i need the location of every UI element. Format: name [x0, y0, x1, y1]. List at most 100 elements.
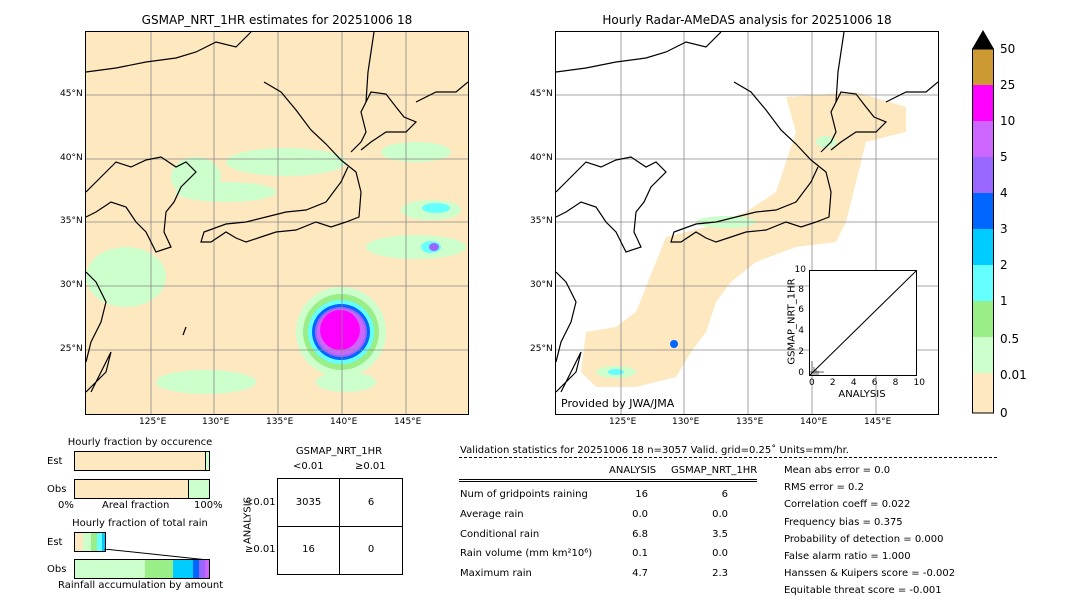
- occurrence-row-est: Est: [47, 456, 63, 467]
- scatter-xtick: 2: [829, 378, 836, 388]
- validation-row-a: 6.8: [632, 529, 648, 540]
- scatter-ytick: 0: [798, 368, 804, 378]
- provider-credit: Provided by JWA/JMA: [561, 397, 675, 410]
- colorbar-label: 0: [1000, 406, 1008, 420]
- validation-row-g: 2.3: [712, 568, 728, 579]
- left-lon-125: 125°E: [139, 417, 167, 427]
- right-lon-140: 140°E: [800, 417, 828, 427]
- contingency-col-label: <0.01: [293, 461, 324, 472]
- validation-row-label: Average rain: [460, 509, 524, 520]
- colorbar-label: 25: [1000, 78, 1016, 92]
- score-line: Probability of detection = 0.000: [784, 533, 944, 545]
- right-lon-125: 125°E: [609, 417, 637, 427]
- validation-row-g: 0.0: [712, 509, 728, 520]
- scatter-xticks: 0 2 4 6 8 10: [809, 378, 925, 388]
- validation-row-a: 0.0: [632, 509, 648, 520]
- left-lat-40: 40°N: [60, 153, 83, 163]
- validation-scores: Mean abs error = 0.0 RMS error = 0.2 Cor…: [784, 462, 955, 600]
- occurrence-title: Hourly fraction by occurence: [67, 437, 213, 448]
- contingency-cell: 3035: [295, 497, 322, 508]
- score-line: Hanssen & Kuipers score = -0.002: [784, 568, 956, 580]
- total-bar-est: [74, 532, 106, 552]
- occurrence-axis-mid: Areal fraction: [102, 500, 170, 511]
- occurrence-axis-right: 100%: [194, 500, 223, 511]
- right-coastlines: [556, 32, 938, 393]
- scatter-xtick: 8: [892, 378, 899, 388]
- right-rain-patches: [596, 136, 836, 378]
- scatter-xtick: 6: [871, 378, 878, 388]
- colorbar-label: 50: [1000, 42, 1016, 56]
- right-map-title: Hourly Radar-AMeDAS analysis for 2025100…: [602, 13, 892, 27]
- score-line: Mean abs error = 0.0: [784, 465, 891, 476]
- left-lat-45: 45°N: [60, 89, 83, 99]
- score-line: Frequency bias = 0.375: [784, 516, 903, 528]
- validation-col-analysis: ANALYSIS: [609, 465, 657, 476]
- diagonal-line: [809, 270, 917, 376]
- right-lon-135: 135°E: [736, 417, 764, 427]
- scatter-xtick: 0: [809, 378, 815, 388]
- right-lon-130: 130°E: [672, 417, 700, 427]
- right-lat-40: 40°N: [530, 153, 553, 163]
- left-lon-140: 140°E: [330, 417, 358, 427]
- total-row-est: Est: [47, 537, 63, 548]
- validation-header: Validation statistics for 20251006 18 n=…: [460, 445, 849, 456]
- validation-row-a: 4.7: [632, 568, 648, 579]
- validation-row-label: Maximum rain: [460, 568, 532, 579]
- left-lat-30: 30°N: [60, 280, 83, 290]
- left-lon-130: 130°E: [202, 417, 230, 427]
- scatter-inset: [809, 270, 917, 376]
- colorbar-svg: [972, 30, 994, 414]
- validation-row-label: Rain volume (mm km²10⁶): [460, 548, 593, 559]
- total-bar-obs: [74, 559, 210, 579]
- score-line: Equitable threat score = -0.001: [784, 585, 942, 597]
- scatter-svg: [809, 270, 917, 376]
- validation-row-a: 0.1: [632, 548, 648, 559]
- contingency-cell: 6: [367, 497, 375, 508]
- scatter-ytick: 4: [798, 326, 804, 336]
- colorbar-label: 0.01: [1000, 368, 1027, 382]
- scatter-ytick: 2: [798, 347, 804, 357]
- colorbar-label: 1: [1000, 294, 1008, 308]
- colorbar-label: 5: [1000, 150, 1008, 164]
- colorbar-label: 4: [1000, 186, 1008, 200]
- scatter-ylabel: GSMAP_NRT_1HR: [786, 278, 798, 365]
- validation-row-label: Num of gridpoints raining: [460, 489, 588, 500]
- occurrence-bar-obs: [74, 479, 210, 499]
- total-footer: Rainfall accumulation by amount: [58, 580, 224, 591]
- left-lat-25: 25°N: [60, 344, 83, 354]
- colorbar-label: 10: [1000, 114, 1016, 128]
- score-line: False alarm ratio = 1.000: [784, 551, 911, 563]
- total-title: Hourly fraction of total rain: [72, 518, 208, 529]
- validation-col-gsmap: GSMAP_NRT_1HR: [671, 465, 758, 476]
- left-grid: [86, 32, 468, 414]
- total-connector: [103, 549, 209, 561]
- score-line: RMS error = 0.2: [784, 482, 864, 494]
- left-rain-patches: [86, 142, 466, 394]
- left-map: [85, 31, 469, 415]
- occurrence-axis-left: 0%: [58, 500, 74, 511]
- colorbar-label: 3: [1000, 222, 1008, 236]
- left-lat-35: 35°N: [60, 216, 83, 226]
- left-coastlines: [86, 32, 468, 393]
- scatter-xtick: 10: [913, 378, 925, 388]
- colorbar: [972, 30, 994, 414]
- validation-rule-top-2: [459, 481, 757, 482]
- scatter-points: [810, 361, 824, 375]
- contingency-table: 3035 6 16 0: [277, 478, 403, 575]
- scatter-xtick: 4: [850, 378, 857, 388]
- right-lat-30: 30°N: [530, 280, 553, 290]
- left-map-title: GSMAP_NRT_1HR estimates for 20251006 18: [141, 13, 413, 27]
- left-map-svg: [86, 32, 468, 414]
- left-lon-135: 135°E: [266, 417, 294, 427]
- contingency-cell: 16: [302, 544, 315, 555]
- occurrence-bar-est: [74, 451, 210, 471]
- left-lon-145: 145°E: [394, 417, 422, 427]
- validation-rule-top: [459, 479, 757, 480]
- contingency-row-label: <0.01: [245, 497, 276, 508]
- contingency-col-label: ≥0.01: [355, 461, 386, 472]
- right-lat-35: 35°N: [530, 216, 553, 226]
- scatter-xlabel: ANALYSIS: [838, 389, 886, 400]
- validation-divider: [459, 457, 997, 458]
- validation-row-a: 16: [635, 489, 648, 500]
- total-row-obs: Obs: [47, 564, 67, 575]
